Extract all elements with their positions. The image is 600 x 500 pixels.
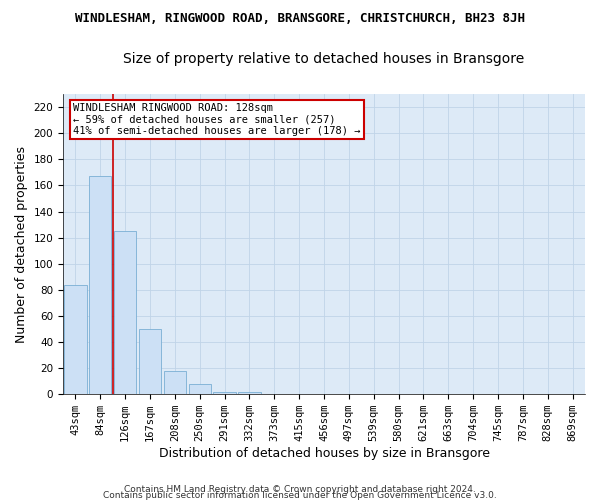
Bar [114,231,136,394]
Bar [164,370,186,394]
Text: WINDLESHAM RINGWOOD ROAD: 128sqm
← 59% of detached houses are smaller (257)
41% : WINDLESHAM RINGWOOD ROAD: 128sqm ← 59% o… [73,103,361,136]
Text: Contains HM Land Registry data © Crown copyright and database right 2024.: Contains HM Land Registry data © Crown c… [124,485,476,494]
Bar [188,384,211,394]
Bar [89,176,112,394]
Bar [139,329,161,394]
Bar [214,392,236,394]
Bar [238,392,260,394]
Bar [64,284,86,394]
Text: Contains public sector information licensed under the Open Government Licence v3: Contains public sector information licen… [103,491,497,500]
Text: WINDLESHAM, RINGWOOD ROAD, BRANSGORE, CHRISTCHURCH, BH23 8JH: WINDLESHAM, RINGWOOD ROAD, BRANSGORE, CH… [75,12,525,26]
X-axis label: Distribution of detached houses by size in Bransgore: Distribution of detached houses by size … [158,447,490,460]
Y-axis label: Number of detached properties: Number of detached properties [15,146,28,342]
Title: Size of property relative to detached houses in Bransgore: Size of property relative to detached ho… [124,52,524,66]
